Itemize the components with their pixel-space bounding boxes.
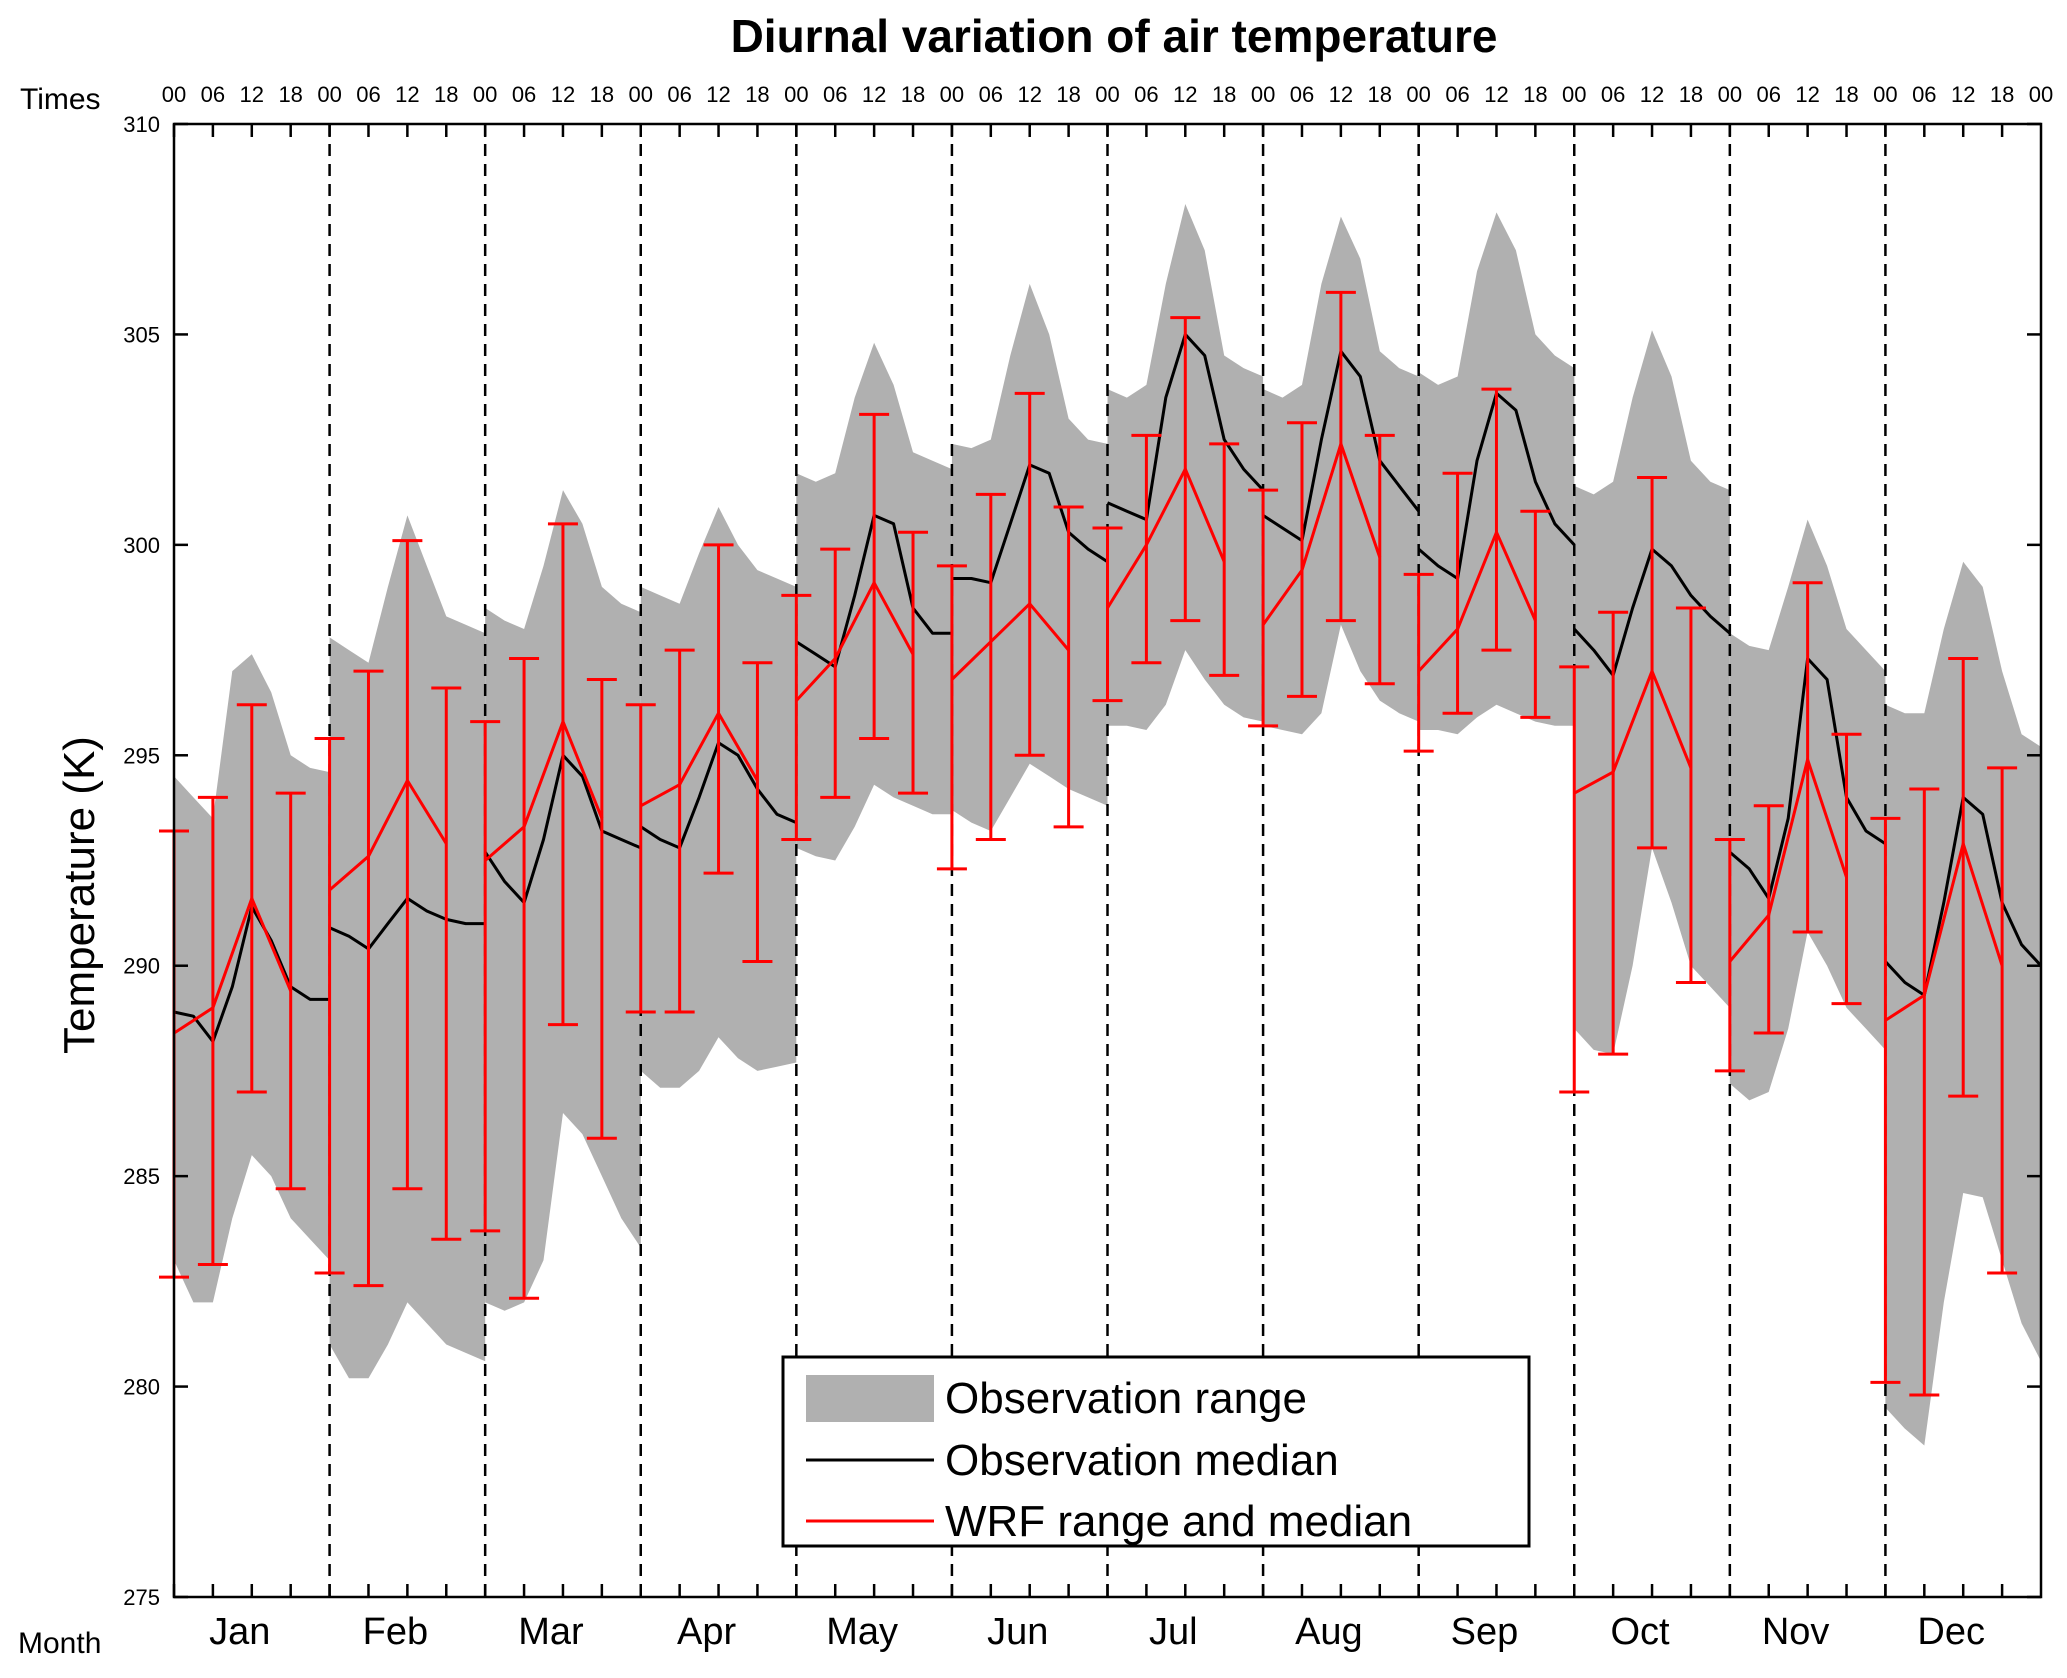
y-tick-label: 275: [123, 1585, 160, 1610]
wrf-layer: [159, 290, 2018, 1397]
legend-label-observation-median: Observation median: [945, 1436, 1339, 1485]
y-tick-label: 285: [123, 1164, 160, 1189]
top-hour-label: 12: [1484, 82, 1508, 107]
top-hour-label: 00: [629, 82, 653, 107]
wrf-median-line-jul: [1106, 465, 1226, 609]
top-hour-label: 12: [240, 82, 264, 107]
month-label-jan: Jan: [209, 1611, 270, 1653]
y-tick-label: 305: [123, 322, 160, 347]
top-hour-label: 06: [667, 82, 691, 107]
wrf-median-line-dec: [1884, 838, 2004, 1022]
bottom-axis-label: Month: [18, 1627, 101, 1660]
month-label-jun: Jun: [987, 1611, 1048, 1653]
month-label-jul: Jul: [1149, 1611, 1198, 1653]
top-hour-label: 12: [1329, 82, 1353, 107]
top-hour-label: 00: [1873, 82, 1897, 107]
wrf-median-line-apr: [640, 710, 759, 808]
top-hour-label: 00: [1251, 82, 1275, 107]
wrf-median-line-jun: [950, 601, 1070, 681]
wrf-median-line-aug: [1261, 439, 1382, 626]
month-label-feb: Feb: [363, 1611, 428, 1653]
top-hour-label: 00: [1095, 82, 1119, 107]
month-label-dec: Dec: [1917, 1611, 1985, 1653]
top-hour-label: 12: [395, 82, 419, 107]
top-hour-label: 06: [1756, 82, 1780, 107]
wrf-median-line-sep: [1417, 528, 1537, 673]
legend-label-observation-range: Observation range: [945, 1374, 1307, 1423]
top-hour-label: 12: [1951, 82, 1975, 107]
top-hour-label: 12: [706, 82, 730, 107]
top-hour-label: 18: [278, 82, 302, 107]
month-label-mar: Mar: [518, 1611, 584, 1653]
y-axis-label: Temperature (K): [55, 736, 104, 1054]
month-dividers: [328, 124, 1887, 1597]
top-hour-label: 00: [1406, 82, 1430, 107]
top-hour-label: 18: [901, 82, 925, 107]
top-hour-label: 06: [823, 82, 847, 107]
top-hour-label: 12: [1173, 82, 1197, 107]
top-hour-label: 18: [434, 82, 458, 107]
top-hour-label: 00: [1562, 82, 1586, 107]
top-hour-label: 12: [862, 82, 886, 107]
top-hour-label: 00: [1718, 82, 1742, 107]
top-hour-label: 06: [1601, 82, 1625, 107]
wrf-median-line-nov: [1728, 754, 1848, 963]
top-hour-label: 18: [1368, 82, 1392, 107]
legend: Observation range Observation median WRF…: [781, 1355, 1531, 1548]
month-label-nov: Nov: [1762, 1611, 1830, 1653]
top-hour-label: 00: [2029, 82, 2053, 107]
wrf-median-line-oct: [1573, 667, 1693, 795]
wrf-median-line-mar: [484, 717, 604, 862]
top-hour-label: 12: [551, 82, 575, 107]
top-hour-label: 00: [784, 82, 808, 107]
y-tick-label: 295: [123, 743, 160, 768]
top-hour-label: 06: [979, 82, 1003, 107]
top-hour-label: 00: [317, 82, 341, 107]
top-hour-label: 12: [1640, 82, 1664, 107]
top-hour-label: 06: [512, 82, 536, 107]
y-tick-label: 310: [123, 112, 160, 137]
top-hour-label: 00: [162, 82, 186, 107]
y-tick-label: 290: [123, 954, 160, 979]
month-label-aug: Aug: [1295, 1611, 1363, 1653]
y-tick-label: 280: [123, 1375, 160, 1400]
chart-title: Diurnal variation of air temperature: [731, 10, 1498, 62]
top-hour-label: 18: [1834, 82, 1858, 107]
top-hour-label: 18: [590, 82, 614, 107]
top-hour-label: 18: [1523, 82, 1547, 107]
top-hour-label: 00: [940, 82, 964, 107]
top-hour-label: 18: [1990, 82, 2014, 107]
legend-swatch-observation-range: [806, 1375, 934, 1422]
top-hour-label: 06: [356, 82, 380, 107]
month-label-sep: Sep: [1451, 1611, 1519, 1653]
wrf-median-line-feb: [328, 777, 448, 892]
top-hour-label: 06: [1445, 82, 1469, 107]
top-axis-label: Times: [20, 83, 101, 116]
legend-label-wrf: WRF range and median: [945, 1497, 1412, 1546]
top-hour-label: 12: [1795, 82, 1819, 107]
y-tick-label: 300: [123, 533, 160, 558]
wrf-median-line-may: [795, 579, 915, 702]
month-label-may: May: [826, 1611, 898, 1653]
top-hour-label: 06: [201, 82, 225, 107]
top-hour-label: 18: [745, 82, 769, 107]
month-label-apr: Apr: [677, 1611, 736, 1653]
top-hour-label: 06: [1912, 82, 1936, 107]
top-hour-label: 00: [473, 82, 497, 107]
top-hour-label: 18: [1212, 82, 1236, 107]
month-label-oct: Oct: [1610, 1611, 1670, 1653]
top-hour-label: 18: [1679, 82, 1703, 107]
wrf-median-line-jan: [173, 894, 293, 1035]
top-hour-label: 06: [1134, 82, 1158, 107]
top-hour-label: 18: [1056, 82, 1080, 107]
top-hour-label: 12: [1017, 82, 1041, 107]
top-hour-label: 06: [1290, 82, 1314, 107]
axes: [172, 122, 2043, 1599]
